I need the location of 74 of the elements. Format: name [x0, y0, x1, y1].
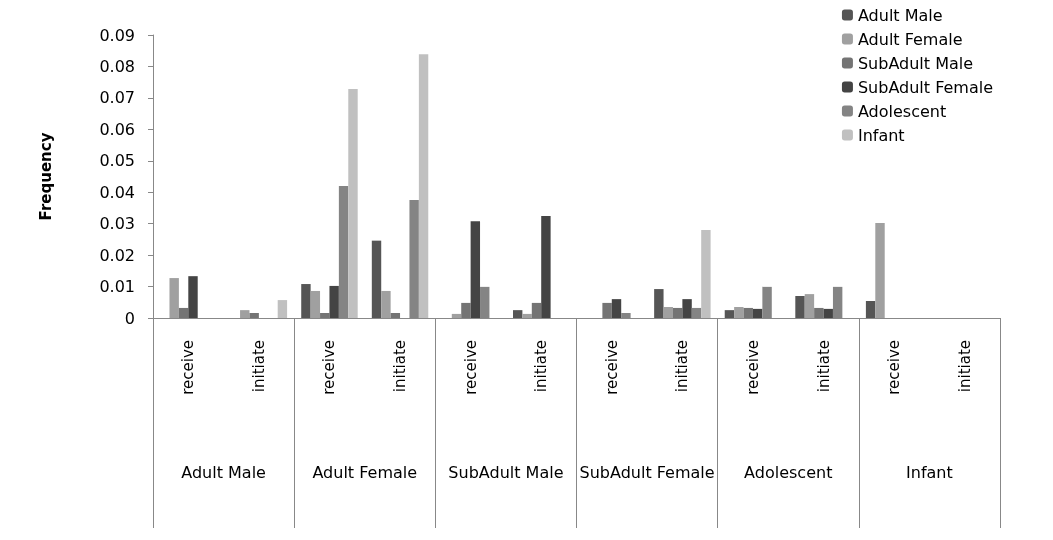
bar — [734, 306, 744, 318]
x-tick-label: receive — [885, 340, 904, 395]
bar — [724, 310, 735, 318]
y-tick-label: 0.09 — [99, 25, 135, 45]
y-tick-label: 0.01 — [99, 277, 135, 297]
text: SubAdult Male — [448, 462, 564, 482]
bar — [682, 299, 692, 318]
bar — [743, 307, 753, 318]
bar — [541, 216, 551, 318]
bar — [390, 312, 401, 318]
y-tick-label: 0.06 — [99, 119, 135, 139]
text: Adolescent — [744, 462, 833, 482]
bar — [654, 289, 664, 318]
legend-label: Adolescent — [857, 101, 947, 121]
x-tick-label: receive — [602, 340, 621, 395]
x-tick-label: initiate — [673, 340, 692, 393]
bar — [188, 276, 198, 318]
bar — [804, 294, 815, 318]
legend-label: Adult Male — [857, 5, 943, 25]
bar — [371, 240, 382, 318]
y-tick-label: 0.03 — [99, 214, 135, 234]
y-tick-label: 0.04 — [99, 182, 135, 202]
bar — [249, 312, 259, 318]
bar — [320, 312, 330, 318]
text: Adult Female — [312, 462, 418, 482]
y-tick-label: 0.08 — [99, 56, 135, 76]
bar — [381, 290, 391, 318]
x-tick-label: receive — [320, 340, 339, 395]
x-tick-label: initiate — [391, 340, 410, 393]
bar — [672, 307, 683, 318]
bar — [752, 308, 763, 318]
bar — [301, 284, 311, 318]
bar — [310, 290, 321, 318]
legend-label: SubAdult Male — [857, 53, 974, 73]
bar — [512, 310, 523, 318]
bar — [348, 89, 358, 318]
bar — [611, 299, 622, 318]
x-tick-label: initiate — [532, 340, 551, 393]
text: Infant — [906, 462, 953, 482]
bar — [451, 313, 462, 318]
y-tick-label: 0.02 — [99, 245, 135, 265]
bar — [823, 308, 833, 318]
legend-label: SubAdult Female — [857, 77, 994, 97]
y-tick-label: 0 — [124, 308, 135, 328]
bar — [701, 229, 711, 318]
y-tick-label: 0.05 — [99, 151, 135, 171]
x-tick-label: receive — [461, 340, 480, 395]
bar — [277, 300, 288, 318]
bar — [470, 221, 481, 318]
x-tick-label: initiate — [249, 340, 268, 393]
bar — [795, 295, 805, 318]
bar — [169, 278, 179, 318]
bar — [418, 54, 429, 318]
bar — [531, 302, 542, 318]
legend-label: Infant — [857, 125, 905, 145]
bar — [875, 223, 885, 318]
x-tick-label: receive — [743, 340, 762, 395]
text: SubAdult Female — [579, 462, 715, 482]
x-tick-label: initiate — [955, 340, 974, 393]
x-tick-label: initiate — [814, 340, 833, 393]
bar — [240, 310, 250, 318]
y-tick-label: 0.07 — [99, 88, 135, 108]
y-axis-title: Frequency — [36, 132, 55, 221]
bar — [814, 307, 824, 318]
bar — [602, 302, 612, 318]
text: Adult Male — [181, 462, 266, 482]
bar — [522, 313, 532, 318]
bar — [663, 306, 673, 318]
bar — [865, 301, 876, 318]
x-tick-label: receive — [179, 340, 198, 395]
legend-label: Adult Female — [857, 29, 963, 49]
bar — [178, 307, 189, 318]
bar — [329, 285, 339, 318]
bar — [461, 302, 471, 318]
